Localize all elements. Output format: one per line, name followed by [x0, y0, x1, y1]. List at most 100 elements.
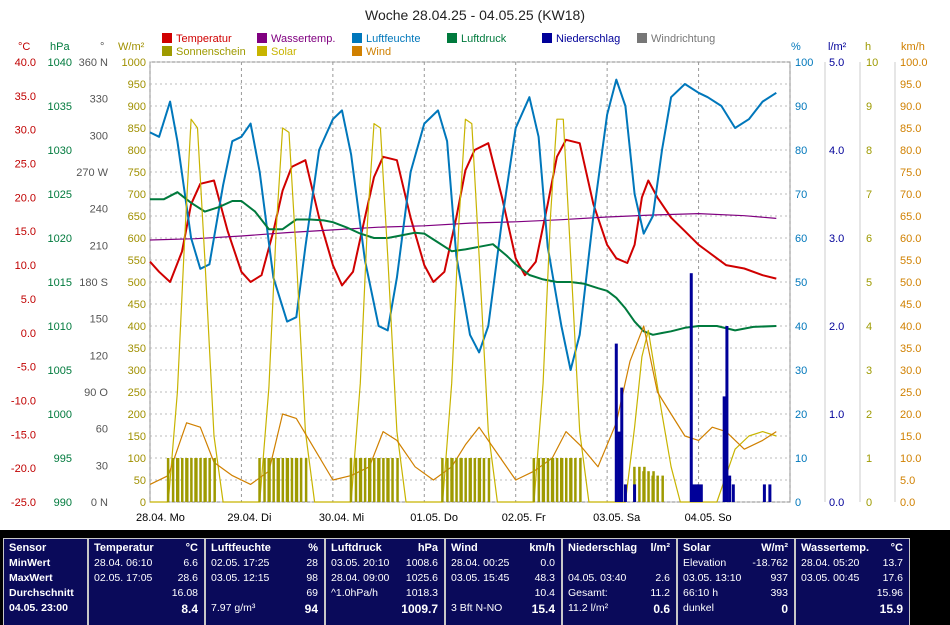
- stats-cell-label: 7.97 g/m³: [211, 602, 256, 614]
- sunshine-bar: [373, 458, 376, 502]
- precip-bar: [614, 343, 618, 502]
- stats-cell-value: 393: [770, 587, 788, 599]
- sunshine-bar: [656, 475, 659, 502]
- sunshine-bar: [565, 458, 568, 502]
- sunshine-bar: [281, 458, 285, 502]
- precip-bar: [768, 484, 772, 502]
- axis-unit: °C: [18, 41, 30, 53]
- wind-tick: 45.0: [900, 299, 921, 311]
- stats-row-label: MinWert: [9, 557, 51, 569]
- wind-dir-tick: 150: [90, 314, 108, 326]
- sunshine-tick: 6: [866, 233, 872, 245]
- sunshine-bar: [181, 458, 184, 502]
- temp-tick: 35.0: [15, 91, 36, 103]
- pressure-tick: 1035: [48, 101, 72, 113]
- sunshine-bar: [391, 458, 394, 502]
- sunshine-bar: [638, 466, 641, 502]
- stats-row-label: Durchschnitt: [9, 587, 74, 599]
- chart-title: Woche 28.04.25 - 04.05.25 (KW18): [365, 7, 585, 23]
- axis-unit: °: [100, 41, 104, 53]
- sunshine-bar: [550, 458, 554, 502]
- solar-tick: 250: [128, 387, 146, 399]
- stats-unit: km/h: [529, 542, 555, 554]
- stats-cell-label: Elevation: [683, 557, 727, 569]
- stats-cell-value: 13.7: [882, 557, 903, 569]
- stats-cell-label: 03.05. 15:45: [451, 572, 510, 584]
- solar-tick: 400: [128, 321, 146, 333]
- stats-cell-label: dunkel: [683, 602, 714, 614]
- wind-tick: 80.0: [900, 145, 921, 157]
- stats-row: 15.96: [796, 587, 909, 601]
- temp-tick: 0.0: [21, 328, 36, 340]
- stats-cell-label: 02.05. 17:05: [94, 572, 153, 584]
- solar-tick: 750: [128, 167, 146, 179]
- weather-chart: Woche 28.04.25 - 04.05.25 (KW18) Temperat…: [11, 7, 928, 524]
- sunshine-bar: [382, 458, 385, 502]
- sunshine-bar: [651, 475, 654, 502]
- axis-unit: km/h: [901, 41, 925, 53]
- solar-tick: 900: [128, 101, 146, 113]
- legend-swatch: [352, 46, 362, 56]
- chart-canvas: Woche 28.04.25 - 04.05.25 (KW18) Temperat…: [11, 7, 928, 524]
- stats-cell-label: 28.04. 09:00: [331, 572, 390, 584]
- stats-cell-label: ^1.0hPa/h: [331, 587, 378, 599]
- stats-cell-value: 17.6: [882, 572, 903, 584]
- sunshine-bar: [477, 458, 481, 502]
- stats-cell-value: 0: [781, 602, 788, 616]
- sunshine-bar: [258, 458, 261, 502]
- precip-bar: [725, 326, 729, 502]
- humidity-tick: 30: [795, 365, 807, 377]
- stats-cell-value: 8.4: [181, 602, 198, 616]
- legend-swatch: [162, 33, 172, 43]
- precip-bar: [699, 484, 703, 502]
- wind-tick: 50.0: [900, 277, 921, 289]
- legend-swatch: [257, 46, 267, 56]
- wind-tick: 15.0: [900, 431, 921, 443]
- precip-tick: 1.0: [829, 409, 844, 421]
- solar-tick: 200: [128, 409, 146, 421]
- sunshine-bar: [294, 458, 298, 502]
- legend-label: Niederschlag: [556, 33, 620, 45]
- sunshine-bar: [441, 458, 444, 502]
- pressure-tick: 990: [54, 497, 72, 509]
- temp-tick: 30.0: [15, 125, 36, 137]
- stats-row: 7.97 g/m³ 94: [206, 602, 324, 616]
- stats-cell-value: 1009.7: [401, 602, 438, 616]
- stats-column-0: Sensor MinWert MaxWert Durchschnitt 04.05. 2…: [3, 538, 88, 625]
- sunshine-tick: 1: [866, 453, 872, 465]
- sunshine-tick: 3: [866, 365, 872, 377]
- legend-label: Wassertemp.: [271, 33, 335, 45]
- sunshine-bar: [171, 458, 175, 502]
- stats-cell-label: 28.04. 06:10: [94, 557, 153, 569]
- legend-label: Wind: [366, 46, 391, 58]
- sunshine-bar: [569, 458, 572, 502]
- solar-tick: 800: [128, 145, 146, 157]
- stats-header: Solar: [683, 542, 711, 554]
- stats-row: 04.05. 23:00: [4, 602, 87, 616]
- sunshine-bar: [546, 458, 550, 502]
- stats-cell-value: 15.9: [879, 602, 903, 616]
- stats-header: Luftdruck: [331, 542, 382, 554]
- humidity-tick: 90: [795, 101, 807, 113]
- legend-label: Solar: [271, 46, 297, 58]
- sunshine-bar: [276, 458, 280, 502]
- stats-row: 03.05. 00:45 17.6: [796, 572, 909, 586]
- wind-dir-tick: 30: [96, 460, 108, 472]
- x-tick-label: 29.04. Di: [227, 512, 271, 524]
- sunshine-bar: [358, 458, 362, 502]
- stats-cell-value: 28: [306, 557, 318, 569]
- wind-tick: 10.0: [900, 453, 921, 465]
- stats-cell-value: 69: [306, 587, 318, 599]
- stats-unit: hPa: [417, 542, 438, 554]
- temp-tick: 25.0: [15, 159, 36, 171]
- sunshine-bar: [363, 458, 367, 502]
- humidity-tick: 50: [795, 277, 807, 289]
- solar-tick: 500: [128, 277, 146, 289]
- sunshine-bar: [541, 458, 545, 502]
- stats-row: [563, 557, 676, 571]
- stats-cell-label: 02.05. 17:25: [211, 557, 270, 569]
- legend-label: Windrichtung: [651, 33, 715, 45]
- stats-header: Temperatur: [94, 542, 154, 554]
- temp-tick: 10.0: [15, 260, 36, 272]
- sunshine-bar: [199, 458, 202, 502]
